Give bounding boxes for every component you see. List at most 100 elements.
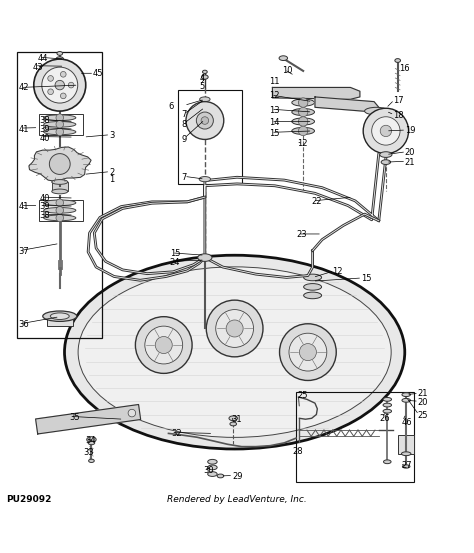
Text: 4: 4 [199, 75, 204, 84]
Ellipse shape [381, 160, 391, 164]
Text: 22: 22 [312, 197, 322, 206]
Text: 21: 21 [418, 389, 428, 398]
Bar [47, 317, 73, 326]
Text: 41: 41 [18, 124, 29, 133]
Polygon shape [315, 97, 379, 112]
Text: 24: 24 [170, 258, 181, 267]
Bar [38, 114, 83, 135]
Ellipse shape [198, 254, 212, 262]
Text: 15: 15 [361, 274, 371, 283]
Text: 20: 20 [405, 148, 415, 157]
Circle shape [56, 121, 64, 128]
Circle shape [300, 343, 317, 361]
Ellipse shape [395, 59, 401, 62]
Text: 20: 20 [418, 398, 428, 406]
Ellipse shape [44, 207, 76, 213]
Ellipse shape [304, 284, 321, 290]
Text: 40: 40 [39, 133, 50, 143]
Text: 39: 39 [39, 202, 50, 211]
Ellipse shape [78, 267, 391, 437]
Bar [52, 182, 68, 191]
Text: 39: 39 [39, 124, 50, 133]
Circle shape [372, 117, 400, 145]
Text: 38: 38 [39, 211, 50, 220]
Text: 30: 30 [203, 466, 214, 475]
Ellipse shape [383, 409, 392, 413]
Text: 25: 25 [298, 391, 308, 400]
Text: 27: 27 [401, 461, 412, 470]
Circle shape [68, 82, 74, 88]
Circle shape [34, 59, 86, 111]
Ellipse shape [56, 57, 64, 61]
Polygon shape [29, 147, 91, 181]
Text: 26: 26 [380, 414, 391, 423]
Bar [296, 392, 414, 482]
Text: 6: 6 [168, 102, 174, 111]
Text: 32: 32 [172, 429, 182, 438]
Text: 15: 15 [269, 129, 280, 138]
Ellipse shape [200, 97, 210, 102]
Text: 2: 2 [109, 168, 115, 177]
Circle shape [299, 98, 308, 107]
Circle shape [155, 337, 172, 353]
Ellipse shape [402, 465, 410, 468]
Polygon shape [273, 87, 360, 100]
Circle shape [280, 324, 336, 380]
Circle shape [55, 80, 64, 90]
Ellipse shape [89, 459, 94, 462]
Ellipse shape [52, 180, 68, 184]
Text: 7: 7 [181, 111, 187, 119]
Ellipse shape [402, 393, 410, 397]
Ellipse shape [279, 56, 288, 60]
Ellipse shape [50, 313, 69, 320]
Ellipse shape [208, 465, 217, 470]
Text: 33: 33 [83, 448, 94, 457]
Ellipse shape [292, 127, 315, 134]
Ellipse shape [44, 200, 76, 206]
Bar [38, 200, 83, 221]
Text: 45: 45 [93, 69, 103, 78]
Ellipse shape [44, 215, 76, 221]
Text: 16: 16 [399, 64, 409, 73]
Text: 29: 29 [232, 472, 243, 481]
Bar [178, 90, 242, 184]
Ellipse shape [304, 292, 321, 299]
Circle shape [380, 126, 392, 137]
Text: 15: 15 [170, 249, 181, 258]
Text: 41: 41 [18, 202, 29, 211]
Text: 36: 36 [18, 320, 29, 329]
Circle shape [299, 126, 308, 135]
Ellipse shape [380, 152, 392, 158]
Ellipse shape [217, 474, 224, 478]
Ellipse shape [201, 75, 208, 79]
Circle shape [42, 67, 78, 103]
Circle shape [196, 112, 213, 129]
Ellipse shape [43, 311, 77, 321]
Text: 12: 12 [332, 267, 343, 276]
Text: LEADVENTURE: LEADVENTURE [146, 285, 328, 305]
Text: 14: 14 [269, 118, 280, 127]
Circle shape [226, 320, 243, 337]
Ellipse shape [208, 460, 217, 464]
Circle shape [56, 199, 64, 207]
Ellipse shape [55, 61, 64, 66]
Text: 25: 25 [418, 411, 428, 420]
Ellipse shape [208, 472, 217, 477]
Text: 11: 11 [269, 77, 280, 86]
Text: 13: 13 [269, 106, 280, 114]
Text: Rendered by LeadVenture, Inc.: Rendered by LeadVenture, Inc. [167, 495, 307, 504]
Circle shape [56, 128, 64, 135]
Text: 21: 21 [405, 158, 415, 166]
Text: 34: 34 [85, 436, 95, 446]
Ellipse shape [365, 107, 388, 115]
Text: 44: 44 [37, 54, 48, 62]
Circle shape [206, 300, 263, 357]
Text: PU29092: PU29092 [6, 495, 52, 504]
Ellipse shape [64, 255, 405, 449]
Text: 18: 18 [393, 111, 403, 121]
Circle shape [48, 89, 54, 95]
Text: 31: 31 [231, 415, 242, 424]
Ellipse shape [202, 70, 207, 74]
Ellipse shape [199, 176, 210, 182]
Ellipse shape [383, 403, 392, 407]
